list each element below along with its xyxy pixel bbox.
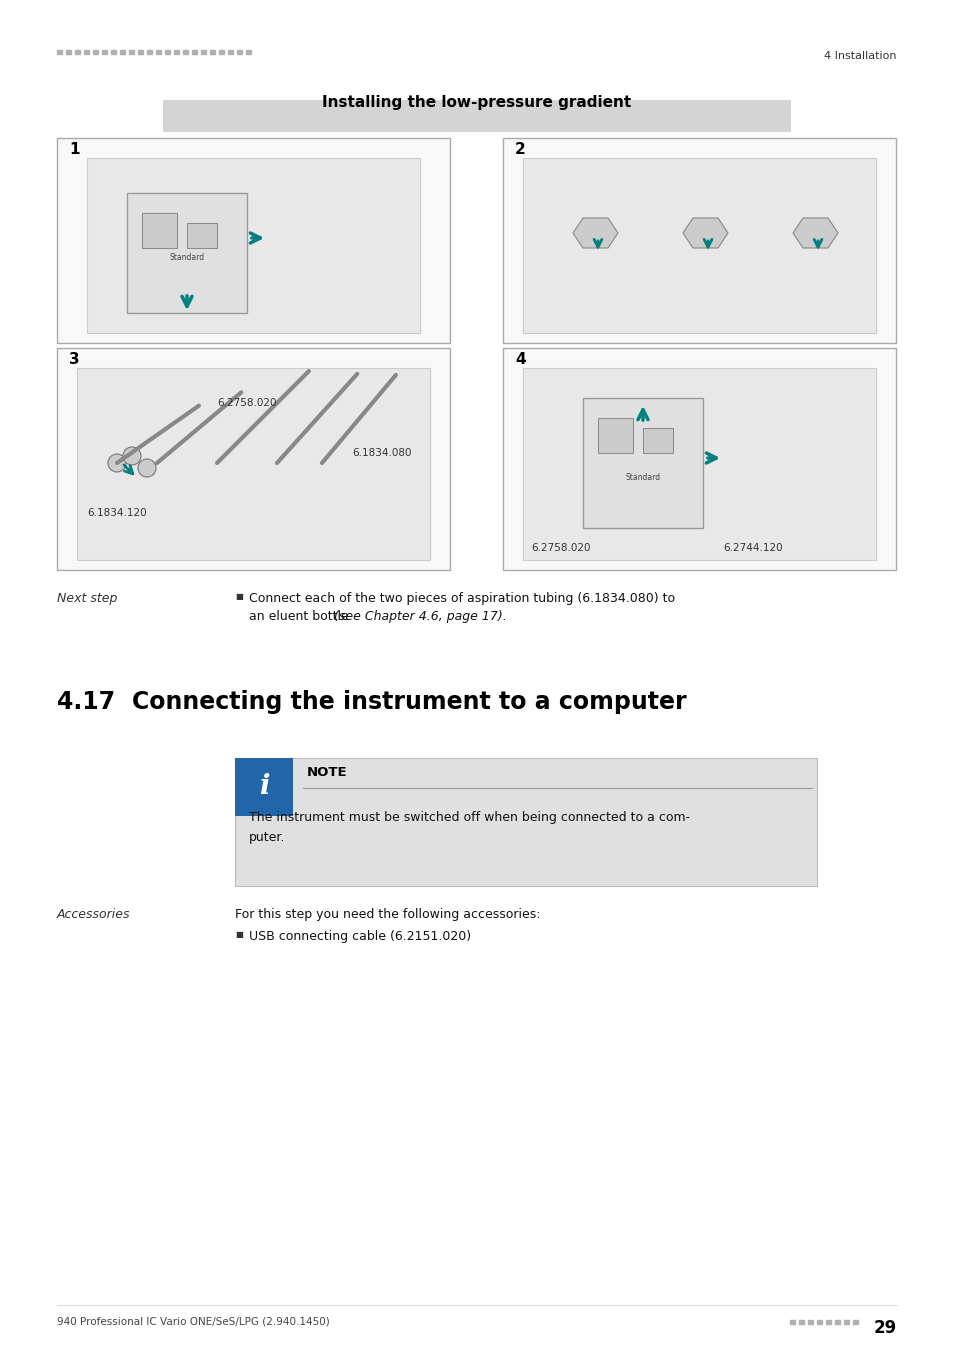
Polygon shape bbox=[573, 217, 618, 248]
Bar bbox=[165, 50, 170, 54]
Bar bbox=[816, 1320, 821, 1324]
Bar bbox=[75, 50, 80, 54]
Text: 4.17: 4.17 bbox=[57, 690, 115, 714]
Bar bbox=[843, 1320, 848, 1324]
Bar bbox=[834, 1320, 840, 1324]
Bar bbox=[57, 138, 450, 343]
Text: Installing the low-pressure gradient: Installing the low-pressure gradient bbox=[322, 95, 631, 109]
Bar bbox=[102, 50, 107, 54]
Bar bbox=[187, 223, 216, 248]
Text: 2: 2 bbox=[515, 142, 525, 157]
Text: Connect each of the two pieces of aspiration tubing (6.1834.080) to: Connect each of the two pieces of aspira… bbox=[249, 593, 675, 605]
Bar bbox=[236, 50, 242, 54]
Bar bbox=[183, 50, 188, 54]
Bar bbox=[234, 757, 816, 886]
Bar bbox=[120, 50, 125, 54]
Bar bbox=[138, 50, 143, 54]
Text: 6.2758.020: 6.2758.020 bbox=[531, 543, 590, 554]
Bar bbox=[598, 418, 633, 454]
Text: ■: ■ bbox=[234, 930, 243, 940]
Bar bbox=[66, 50, 71, 54]
Text: 4 Installation: 4 Installation bbox=[823, 51, 896, 61]
Bar bbox=[210, 50, 214, 54]
Text: The instrument must be switched off when being connected to a com-: The instrument must be switched off when… bbox=[249, 811, 689, 825]
Text: 6.2758.020: 6.2758.020 bbox=[217, 398, 276, 408]
Bar bbox=[111, 50, 116, 54]
Bar bbox=[522, 158, 875, 333]
Bar bbox=[219, 50, 224, 54]
Text: Connecting the instrument to a computer: Connecting the instrument to a computer bbox=[132, 690, 686, 714]
Text: 29: 29 bbox=[873, 1319, 896, 1336]
Bar bbox=[192, 50, 196, 54]
Text: Standard: Standard bbox=[625, 474, 659, 482]
Text: Standard: Standard bbox=[170, 254, 204, 262]
Bar bbox=[127, 193, 247, 313]
Text: Accessories: Accessories bbox=[57, 909, 131, 921]
Bar bbox=[502, 348, 895, 570]
Text: Next step: Next step bbox=[57, 593, 117, 605]
Circle shape bbox=[108, 454, 126, 472]
Text: 6.2744.120: 6.2744.120 bbox=[722, 543, 781, 554]
Text: For this step you need the following accessories:: For this step you need the following acc… bbox=[234, 909, 540, 921]
Polygon shape bbox=[792, 217, 837, 248]
Text: 4: 4 bbox=[515, 352, 525, 367]
Bar bbox=[156, 50, 161, 54]
Bar bbox=[129, 50, 133, 54]
Bar bbox=[642, 428, 672, 454]
Circle shape bbox=[138, 459, 156, 477]
Bar bbox=[147, 50, 152, 54]
Text: 6.1834.080: 6.1834.080 bbox=[352, 448, 411, 458]
Text: i: i bbox=[258, 774, 269, 801]
Text: 6.1834.120: 6.1834.120 bbox=[87, 508, 147, 518]
Bar bbox=[789, 1320, 794, 1324]
Bar bbox=[246, 50, 251, 54]
Bar bbox=[92, 50, 98, 54]
Text: ■: ■ bbox=[234, 593, 243, 601]
Text: 1: 1 bbox=[69, 142, 79, 157]
Text: (see Chapter 4.6, page 17).: (see Chapter 4.6, page 17). bbox=[334, 610, 506, 622]
Bar bbox=[825, 1320, 830, 1324]
Bar bbox=[84, 50, 89, 54]
Bar bbox=[142, 213, 177, 248]
Text: puter.: puter. bbox=[249, 832, 285, 845]
Bar bbox=[799, 1320, 803, 1324]
Bar bbox=[57, 348, 450, 570]
Text: USB connecting cable (6.2151.020): USB connecting cable (6.2151.020) bbox=[249, 930, 471, 944]
Text: an eluent bottle: an eluent bottle bbox=[249, 610, 353, 622]
Bar bbox=[502, 138, 895, 343]
Circle shape bbox=[123, 447, 141, 464]
Bar bbox=[57, 50, 62, 54]
Polygon shape bbox=[682, 217, 727, 248]
Bar bbox=[201, 50, 206, 54]
Bar bbox=[173, 50, 179, 54]
Bar bbox=[234, 757, 293, 815]
Text: 3: 3 bbox=[69, 352, 79, 367]
Bar bbox=[582, 398, 702, 528]
Bar bbox=[77, 369, 430, 560]
Bar bbox=[522, 369, 875, 560]
Text: NOTE: NOTE bbox=[307, 767, 347, 779]
Bar bbox=[228, 50, 233, 54]
Bar bbox=[807, 1320, 812, 1324]
Text: 940 Professional IC Vario ONE/SeS/LPG (2.940.1450): 940 Professional IC Vario ONE/SeS/LPG (2… bbox=[57, 1318, 330, 1327]
Bar bbox=[852, 1320, 857, 1324]
Bar bbox=[87, 158, 419, 333]
Bar bbox=[163, 100, 790, 132]
